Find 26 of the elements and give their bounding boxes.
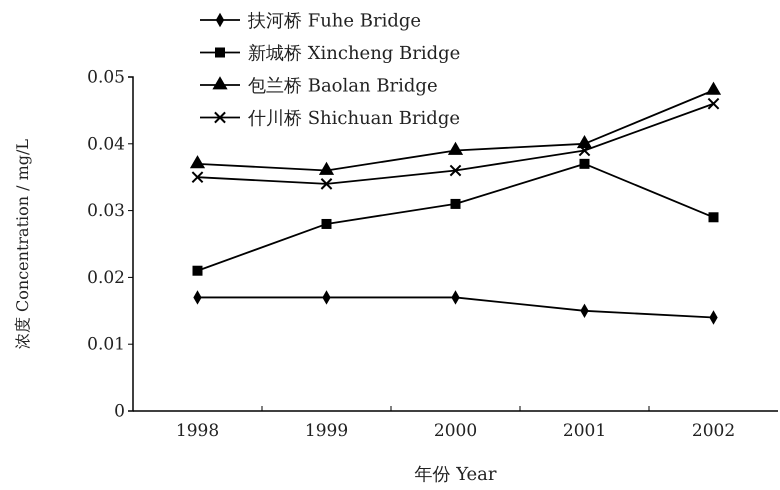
x-tick-label: 2001 [562, 421, 606, 442]
legend-label: 包兰桥 Baolan Bridge [248, 75, 438, 96]
y-tick-label: 0.01 [87, 334, 125, 355]
point [320, 178, 333, 190]
point [707, 98, 720, 110]
point [708, 212, 718, 222]
y-tick-label: 0.04 [87, 134, 125, 154]
legend-label: 扶河桥 Fuhe Bridge [247, 10, 422, 32]
point [450, 198, 460, 209]
point [449, 164, 462, 177]
x-tick-label: 2002 [692, 421, 736, 442]
x-tick-label: 1999 [304, 421, 348, 442]
y-tick-label: 0.03 [87, 201, 125, 222]
point [192, 266, 202, 276]
point [322, 218, 332, 229]
legend-label: 新城桥 Xincheng Bridge [248, 42, 460, 64]
x-axis-title: 年份 Year [414, 464, 497, 485]
legend-label: 什川桥 Shichuan Bridge [247, 108, 460, 129]
y-tick-label: 0 [114, 401, 125, 422]
y-tick-label: 0.05 [87, 67, 125, 88]
x-tick-label: 1998 [176, 421, 220, 442]
point [580, 158, 590, 169]
point [191, 171, 204, 184]
y-axis-title: 浓度 Concentration / mg/L [13, 138, 32, 350]
y-tick-label: 0.02 [87, 268, 125, 288]
x-tick-label: 2000 [434, 421, 478, 442]
